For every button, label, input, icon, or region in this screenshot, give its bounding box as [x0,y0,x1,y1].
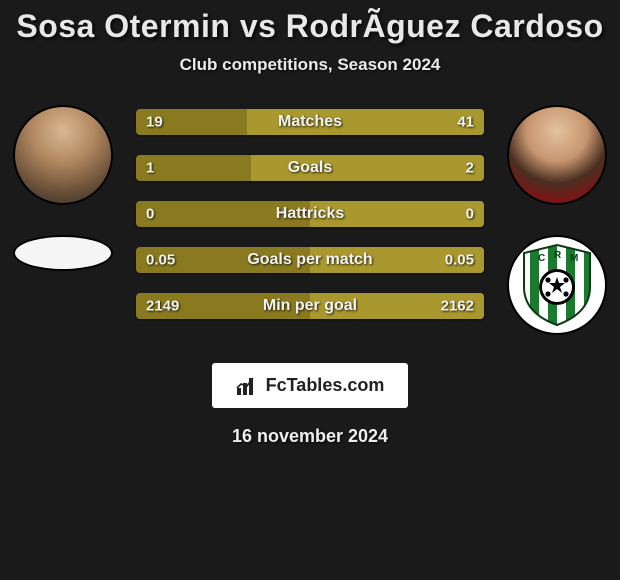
stat-value-right: 2162 [441,298,474,315]
player-left-avatar [13,105,113,205]
stat-bar: 0.05 Goals per match 0.05 [136,247,484,273]
stat-label: Min per goal [263,297,357,315]
stat-value-right: 0 [466,206,474,223]
club-right-logo: C R M [507,235,607,335]
brand-chart-icon [236,376,258,396]
footer: FcTables.com 16 november 2024 [0,363,620,447]
club-left-logo [13,235,113,271]
stat-label: Hattricks [276,205,344,223]
comparison-card: Sosa Otermin vs RodrÃ­guez Cardoso Club … [0,0,620,447]
page-title: Sosa Otermin vs RodrÃ­guez Cardoso [0,8,620,45]
stat-bar: 0 Hattricks 0 [136,201,484,227]
stat-value-left: 2149 [146,298,179,315]
stat-value-left: 0.05 [146,252,175,269]
stat-value-left: 19 [146,114,163,131]
stat-label: Matches [278,113,342,131]
stat-bar: 2149 Min per goal 2162 [136,293,484,319]
stat-value-right: 41 [457,114,474,131]
brand-label: FcTables.com [266,375,385,396]
svg-text:R: R [554,250,562,261]
left-column [8,105,118,271]
stat-bar-fill [251,155,484,181]
date-text: 16 november 2024 [232,426,388,447]
stats-column: 19 Matches 41 1 Goals 2 0 Hattricks 0 0.05 Goals p… [136,105,484,319]
stat-label: Goals per match [247,251,372,269]
content-row: 19 Matches 41 1 Goals 2 0 Hattricks 0 0.05 Goals p… [0,105,620,335]
stat-value-right: 2 [466,160,474,177]
player-right-avatar [507,105,607,205]
stat-bar: 1 Goals 2 [136,155,484,181]
stat-bar: 19 Matches 41 [136,109,484,135]
brand-badge[interactable]: FcTables.com [212,363,409,408]
club-right-shield-icon: C R M [520,243,594,327]
svg-text:M: M [570,253,578,264]
stat-value-left: 1 [146,160,154,177]
svg-text:C: C [538,253,545,264]
stat-label: Goals [288,159,332,177]
stat-value-left: 0 [146,206,154,223]
stat-value-right: 0.05 [445,252,474,269]
subtitle: Club competitions, Season 2024 [0,55,620,75]
right-column: C R M [502,105,612,335]
